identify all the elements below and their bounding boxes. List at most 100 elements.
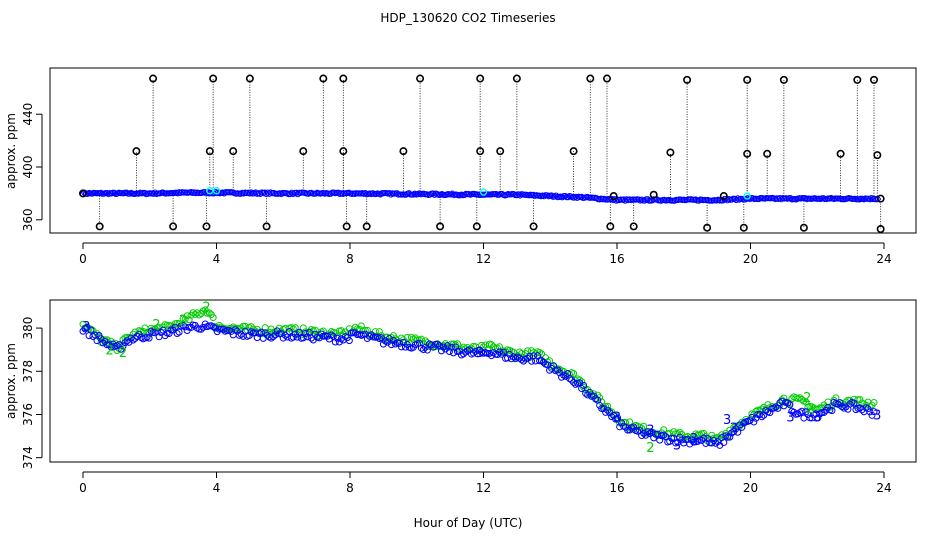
top-flagged-point [245,74,254,83]
bottom-blue-point [592,395,600,403]
bottom-blue-point [121,339,129,347]
top-baseline-point [574,194,581,201]
top-baseline-point [151,189,159,196]
top-flagged-point [743,149,752,158]
bottom-label-3: 3 [723,413,731,428]
bottom-label-3: 3 [673,439,681,454]
bottom-green-point [193,309,201,317]
top-y-tick-label: 360 [21,208,35,231]
bottom-blue-point [500,348,508,356]
top-flagged-point [169,222,178,231]
top-baseline-point [778,196,785,203]
top-x-axis: 0 4 8 12 16 20 24 [79,242,892,266]
bottom-blue-point [397,343,405,351]
bottom-green-point [640,422,648,430]
top-data-marks [79,74,885,234]
bottom-green-point [742,415,750,423]
bottom-blue-point [712,439,720,447]
bottom-green-point [183,312,191,320]
top-baseline-point [264,189,271,196]
top-baseline-point [387,191,394,198]
x-axis-title: Hour of Day (UTC) [414,516,523,530]
top-flagged-point [876,225,885,234]
bottom-blue-point [866,408,874,416]
bottom-label-2: 2 [806,402,814,417]
bottom-blue-point [299,334,307,342]
bottom-blue-point [197,325,205,333]
bottom-blue-point [568,376,576,384]
bottom-label-3: 3 [690,432,698,447]
bottom-y-tick-label: 380 [21,317,35,340]
bottom-green-point [417,335,425,343]
figure-title: HDP_130620 CO2 Timeseries [380,11,555,25]
bottom-x-tick-label: 4 [213,481,221,495]
top-flagged-point [209,74,218,83]
top-flagged-point [719,192,728,201]
bottom-blue-point [580,381,588,389]
bottom-blue-point [836,399,844,407]
top-baseline-point [362,190,369,197]
top-baseline-point [429,190,437,197]
bottom-blue-point [389,337,397,345]
top-baseline-point [288,189,295,196]
bottom-blue-point [247,328,255,336]
top-baseline-point [266,190,273,197]
bottom-blue-point [660,431,668,439]
bottom-blue-point [449,349,457,357]
bottom-label-3: 3 [476,346,484,361]
top-baseline-point [461,191,468,199]
bottom-green-point [291,324,299,332]
bottom-green-point [660,426,668,434]
top-flagged-point [763,149,772,158]
bottom-blue-point [614,414,622,422]
top-flagged-point [476,74,485,83]
bottom-blue-point [437,347,445,355]
top-baseline-point [386,189,393,197]
bottom-blue-point [756,411,764,419]
bottom-blue-point [498,350,506,358]
top-baseline-point [150,190,157,197]
bottom-x-tick-label: 16 [609,481,624,495]
bottom-blue-point [115,341,123,349]
bottom-blue-point [740,419,748,427]
bottom-green-point [195,311,203,319]
top-baseline-point [802,195,809,202]
top-flagged-point [319,74,328,83]
bottom-blue-point [385,334,393,342]
bottom-blue-point [750,418,758,426]
top-baseline-point [787,195,794,202]
bottom-green-point [185,316,193,324]
top-flagged-point [853,75,862,84]
top-flagged-point [629,222,638,231]
top-flagged-point [416,74,425,83]
top-flagged-point [342,222,351,231]
bottom-green-point [866,402,874,410]
top-baseline-point [620,196,627,203]
bottom-blue-point [281,331,289,339]
bottom-blue-point [582,389,590,397]
top-flagged-point [649,190,658,199]
bottom-blue-point [175,328,183,336]
bottom-y-axis: 374 376 378 380 [21,317,43,469]
top-flagged-point [512,74,521,83]
bottom-blue-point [566,375,574,383]
top-baseline-point [293,189,300,196]
bottom-blue-point [758,413,766,421]
bottom-blue-point [419,346,427,354]
top-baseline-point [641,197,648,204]
bottom-blue-point [870,408,878,416]
top-flagged-point [149,74,158,83]
top-panel: 360 400 440 0 4 8 12 16 20 24 approx. ppm [4,67,917,266]
bottom-y-axis-label: approx. ppm [4,343,18,419]
top-flagged-point [436,222,445,231]
bottom-green-point [488,341,496,349]
bottom-blue-point [119,342,127,350]
bottom-blue-point [327,331,335,339]
top-baseline-point [572,193,579,200]
top-baseline-point [540,193,548,200]
top-y-axis-label: approx. ppm [4,113,18,189]
bottom-blue-point [345,337,353,345]
bottom-green-point [167,322,175,330]
